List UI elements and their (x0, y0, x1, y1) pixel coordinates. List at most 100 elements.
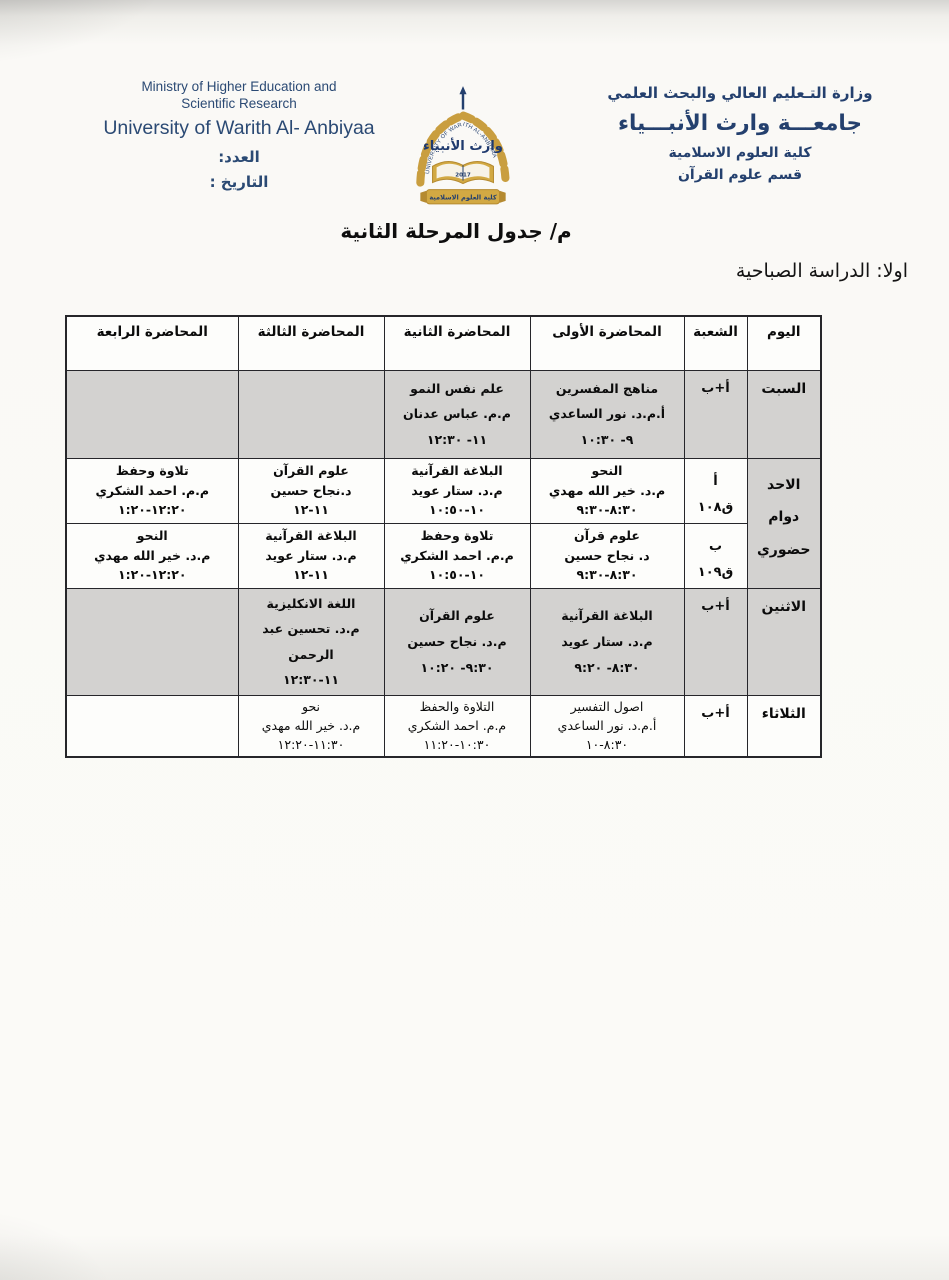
lecture-cell-empty (237, 369, 385, 459)
table-row-monday: الاثنين أ+ب البلاغة القرآنية م.د. ستار ع… (65, 587, 822, 696)
col-header-lecture-1: المحاضرة الأولى (529, 315, 685, 371)
logo-center-text: وارث الأنبياء (423, 137, 503, 154)
time: ١١-١٢ (293, 567, 329, 583)
logo-banner-tail-right (499, 190, 506, 203)
teacher: م.م. احمد الشكري (95, 482, 210, 498)
lecture-cell: البلاغة القرآنية م.د. ستار عويد ١١-١٢ (237, 522, 385, 589)
teacher: أ.م.د. نور الساعدي (557, 717, 657, 733)
university-name-en: University of Warith Al- Anbiyaa (103, 117, 375, 139)
section-cell: أ+ب (683, 695, 748, 758)
schedule-title: م/ جدول المرحلة الثانية (340, 219, 572, 243)
subject: علم نفس النمو (410, 380, 504, 396)
teacher: م.د. تحسين عبد الرحمن (262, 621, 360, 662)
lecture-cell: علوم قرآن د. نجاح حسين ٨:٣٠-٩:٣٠ (529, 522, 685, 589)
subject: علوم قرآن (574, 528, 640, 544)
time: ٩:٣٠- ١٠:٢٠ (420, 659, 494, 675)
time: ١١-١٢ (293, 502, 329, 518)
lecture-cell: التلاوة والحفظ م.م. احمد الشكري ١٠:٣٠-١١… (383, 695, 531, 758)
header-left-block: Ministry of Higher Education and Scienti… (86, 78, 392, 191)
section-cell: أ+ب (683, 369, 748, 459)
teacher: د. نجاح حسين (564, 547, 650, 563)
logo-year-text: 2017 (455, 172, 471, 178)
teacher: د.نجاح حسين (270, 482, 352, 498)
section-cell: أ ق١٠٨ (683, 457, 748, 524)
time: ١٠-١٠:٥٠ (429, 502, 485, 518)
day-cell: السبت (746, 369, 822, 459)
subject: نحو (301, 699, 320, 714)
time: ١٢:٢٠-١:٢٠ (117, 567, 187, 583)
logo-minaret-icon (459, 86, 467, 110)
time: ٨:٣٠-٩:٣٠ (576, 502, 638, 518)
day-cell: الاحد دوام حضوري (746, 457, 822, 589)
ministry-name-ar: وزارة التـعليم العالي والبحث العلمي (607, 84, 873, 102)
teacher: م.د. ستار عويد (561, 633, 653, 649)
lecture-cell: اصول التفسير أ.م.د. نور الساعدي ٨:٣٠-١٠ (529, 695, 685, 758)
university-logo-icon: UNIVERSITY OF WARITH AL-ANBIYAA وارث الأ… (416, 86, 510, 205)
teacher: م.م. احمد الشكري (407, 717, 507, 733)
lecture-cell: البلاغة القرآنية م.د. ستار عويد ١٠-١٠:٥٠ (383, 457, 531, 524)
time: ١٠:٣٠-١١:٢٠ (423, 736, 491, 752)
table-row-saturday: السبت أ+ب مناهج المفسرين أ.م.د. نور السا… (65, 369, 822, 459)
lecture-cell: اللغة الانكليزية م.د. تحسين عبد الرحمن ١… (237, 587, 385, 696)
college-name-ar: كلية العلوم الاسلامية (668, 145, 812, 161)
subject: النحو (591, 463, 623, 479)
subject: اصول التفسير (570, 699, 644, 714)
section-cell: ب ق١٠٩ (683, 522, 748, 589)
subject: اللغة الانكليزية (266, 595, 356, 611)
col-header-lecture-2: المحاضرة الثانية (383, 315, 531, 371)
subject: علوم القرآن (419, 608, 495, 624)
table-header-row: اليوم الشعبة المحاضرة الأولى المحاضرة ال… (65, 315, 822, 371)
time: ١١-١٢:٣٠ (283, 672, 339, 688)
teacher: م.د. خير الله مهدي (261, 717, 361, 733)
header-right-block: وزارة التـعليم العالي والبحث العلمي جامع… (545, 84, 935, 183)
table-row-sunday-a: الاحد دوام حضوري أ ق١٠٨ النحو م.د. خير ا… (65, 457, 822, 589)
lecture-cell-empty (65, 587, 239, 696)
lecture-cell: تلاوة وحفظ م.م. احمد الشكري ١٠-١٠:٥٠ (383, 522, 531, 589)
table-row-tuesday: الثلاثاء أ+ب اصول التفسير أ.م.د. نور الس… (65, 695, 822, 758)
lecture-cell: نحو م.د. خير الله مهدي ١١:٣٠-١٢:٢٠ (237, 695, 385, 758)
subject: البلاغة القرآنية (411, 463, 503, 479)
teacher: م.د. خير الله مهدي (548, 482, 666, 498)
time: ١٢:٢٠-١:٢٠ (117, 502, 187, 518)
ministry-name-en-line2: Scientific Research (181, 96, 297, 111)
lecture-cell: النحو م.د. خير الله مهدي ١٢:٢٠-١:٢٠ (65, 522, 239, 589)
lecture-cell: النحو م.د. خير الله مهدي ٨:٣٠-٩:٣٠ (529, 457, 685, 524)
teacher: م.د. ستار عويد (265, 547, 357, 563)
time: ٩- ١٠:٣٠ (580, 431, 634, 447)
teacher: م.م. احمد الشكري (400, 547, 514, 563)
subject: النحو (136, 528, 168, 544)
lecture-cell: تلاوة وحفظ م.م. احمد الشكري ١٢:٢٠-١:٢٠ (65, 457, 239, 524)
university-name-ar: جامعـــة وارث الأنبـــياء (618, 111, 862, 136)
department-name-ar: قسم علوم القرآن (677, 167, 803, 183)
col-header-day: اليوم (746, 315, 822, 371)
col-header-lecture-3: المحاضرة الثالثة (237, 315, 385, 371)
col-header-section: الشعبة (683, 315, 748, 371)
subject: علوم القرآن (273, 463, 349, 479)
lecture-cell-empty (65, 695, 239, 758)
lecture-cell: البلاغة القرآنية م.د. ستار عويد ٨:٣٠- ٩:… (529, 587, 685, 696)
lecture-cell: مناهج المفسرين أ.م.د. نور الساعدي ٩- ١٠:… (529, 369, 685, 459)
subject: تلاوة وحفظ (115, 463, 189, 479)
teacher: م.د. خير الله مهدي (94, 547, 211, 563)
time: ١١- ١٢:٣٠ (426, 431, 488, 447)
day-cell: الاثنين (746, 587, 822, 696)
morning-study-heading: اولا: الدراسة الصباحية (735, 260, 908, 282)
lecture-cell: علم نفس النمو م.م. عباس عدنان ١١- ١٢:٣٠ (383, 369, 531, 459)
col-header-lecture-4: المحاضرة الرابعة (65, 315, 239, 371)
day-cell: الثلاثاء (746, 695, 822, 758)
lecture-cell: علوم القرآن د.نجاح حسين ١١-١٢ (237, 457, 385, 524)
lecture-cell-empty (65, 369, 239, 459)
subject: تلاوة وحفظ (420, 528, 494, 544)
subject: مناهج المفسرين (555, 380, 659, 396)
logo-chain-arch-icon (416, 111, 510, 187)
logo-banner-text: كلية العلوم الاسلامية (429, 193, 497, 201)
subject: البلاغة القرآنية (265, 528, 357, 544)
lecture-cell: علوم القرآن م.د. نجاح حسين ٩:٣٠- ١٠:٢٠ (383, 587, 531, 696)
time: ٨:٣٠- ٩:٢٠ (574, 659, 640, 675)
logo-banner-tail-left (420, 190, 427, 203)
section-cell: أ+ب (683, 587, 748, 696)
ministry-name-en-line1: Ministry of Higher Education and (141, 79, 337, 94)
teacher: أ.م.د. نور الساعدي (548, 406, 666, 422)
time: ١١:٣٠-١٢:٢٠ (277, 736, 345, 752)
